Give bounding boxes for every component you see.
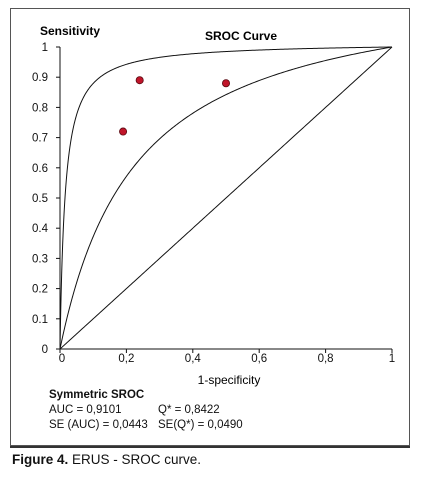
- figure-frame: [10, 8, 410, 446]
- caption-text: ERUS - SROC curve.: [68, 452, 202, 467]
- x-tick-label: 1: [389, 353, 395, 365]
- y-tick-label: 0.7: [32, 133, 48, 145]
- sroc-statistics: Symmetric SROC AUC = 0,9101 Q* = 0,8422 …: [49, 388, 243, 433]
- y-tick-label: 0.1: [32, 314, 48, 326]
- x-tick-label: 0,2: [118, 353, 134, 365]
- sroc-curve: [59, 46, 393, 350]
- sroc-chart: Sensitivity SROC Curve 00.10.20.30.40.50…: [32, 24, 395, 387]
- y-tick-label: 0: [42, 344, 48, 356]
- caption-label: Figure 4.: [12, 452, 69, 467]
- x-tick-label: 0: [59, 353, 65, 365]
- se-auc-value: SE (AUC) = 0,0443: [49, 419, 148, 431]
- figure-caption: Figure 4. ERUS - SROC curve.: [12, 452, 201, 467]
- x-axis-label: 1-specificity: [198, 373, 261, 387]
- y-tick-label: 0.6: [32, 163, 48, 175]
- y-tick-label: 0.2: [32, 284, 48, 296]
- y-tick-label: 0.5: [32, 193, 48, 205]
- x-tick-label: 0,8: [318, 353, 334, 365]
- stats-heading: Symmetric SROC: [49, 389, 145, 401]
- y-tick-label: 0.8: [32, 102, 48, 114]
- sroc-curve: [59, 46, 393, 350]
- y-tick-label: 0.4: [32, 223, 49, 235]
- y-tick-label: 0.9: [32, 72, 48, 84]
- y-axis-label: Sensitivity: [40, 24, 100, 38]
- sroc-curve: [59, 46, 393, 349]
- study-points: [119, 76, 230, 136]
- figure-bottom-rule: [10, 446, 410, 448]
- x-tick-label: 0,4: [185, 353, 202, 365]
- study-point: [119, 127, 128, 136]
- study-point: [221, 79, 230, 88]
- y-tick-label: 1: [42, 42, 48, 54]
- y-tick-label: 0.3: [32, 253, 48, 265]
- x-tick-labels: 0 0,2 0,4 0,6 0,8 1: [59, 349, 395, 365]
- se-q-star-value: SE(Q*) = 0,0490: [158, 419, 243, 431]
- y-tick-labels: 0 0.1 0.2 0.3 0.4 0.5 0.6 0.7 0.8 0.9 1: [32, 42, 60, 356]
- auc-value: AUC = 0,9101: [49, 404, 122, 416]
- x-tick-label: 0,6: [251, 353, 267, 365]
- study-point: [135, 76, 144, 85]
- chart-title: SROC Curve: [205, 29, 277, 43]
- sroc-curves: [59, 46, 393, 350]
- q-star-value: Q* = 0,8422: [158, 404, 220, 416]
